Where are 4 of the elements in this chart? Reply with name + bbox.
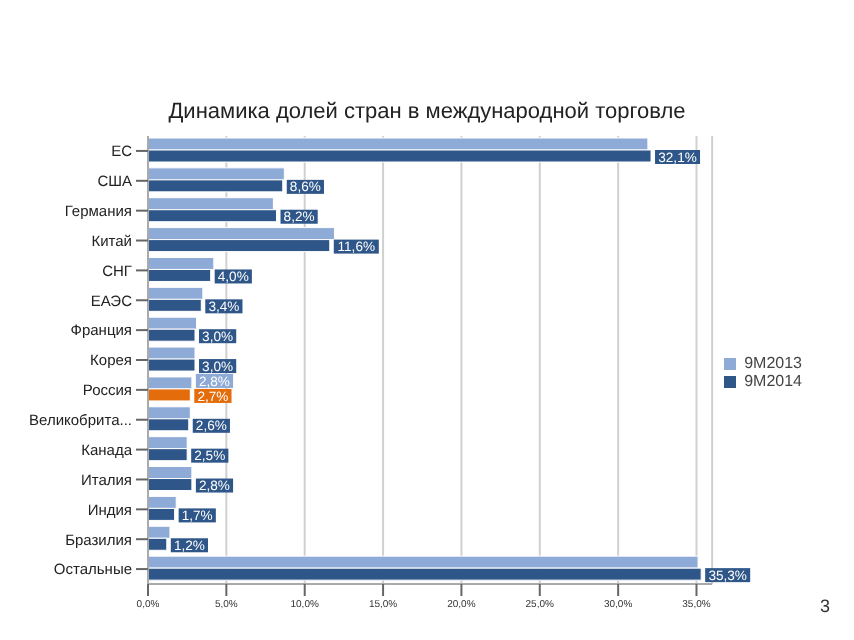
text: 3: [819, 596, 830, 616]
chart-title: Динамика долей стран в международной торговле: [166, 100, 688, 124]
legend-label: 9M2013: [744, 354, 802, 372]
legend-label: 9M2014: [744, 372, 802, 390]
